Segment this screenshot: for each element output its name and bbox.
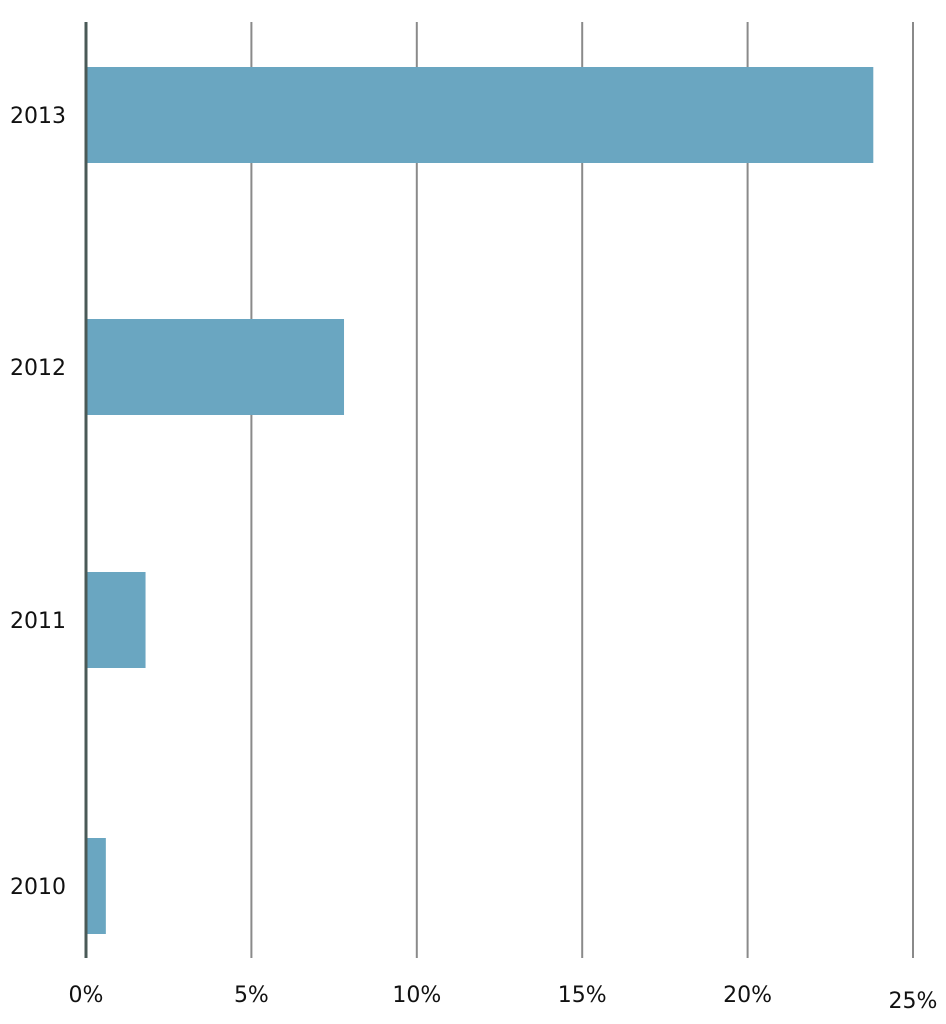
bar-2013: [86, 67, 874, 163]
x-tick-label: 5%: [234, 983, 269, 1008]
y-category-label: 2010: [10, 875, 66, 900]
x-tick-labels: 0% 5% 10% 15% 20% 25%: [69, 983, 938, 1014]
x-tick-label: 15%: [558, 983, 607, 1008]
x-tick-label: 25%: [889, 989, 938, 1014]
x-tick-label: 20%: [723, 983, 772, 1008]
bar-2011: [86, 572, 146, 668]
x-tick-label: 0%: [69, 983, 104, 1008]
y-category-labels: 2013 2012 2011 2010: [10, 104, 66, 900]
gridlines: [250, 22, 914, 958]
bars: [86, 67, 874, 934]
x-tick-label: 10%: [392, 983, 441, 1008]
bar-2012: [86, 319, 345, 415]
y-category-label: 2011: [10, 609, 66, 634]
y-category-label: 2013: [10, 104, 66, 129]
y-category-label: 2012: [10, 356, 66, 381]
bar-2010: [86, 838, 106, 934]
